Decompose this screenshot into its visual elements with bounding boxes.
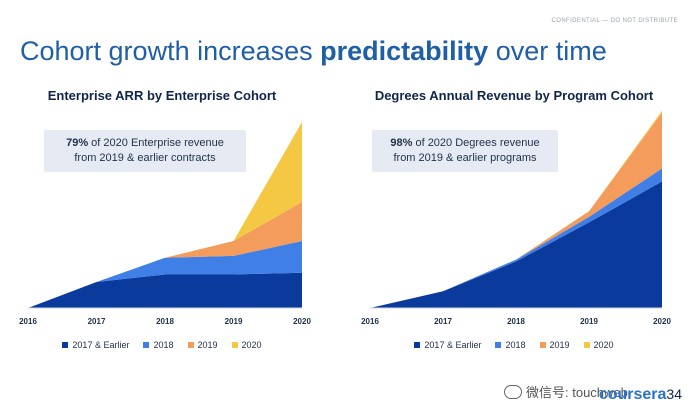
degrees-revenue-plot: 2016 2017 2018 2019 2020 [361, 110, 671, 326]
title-text-end: over time [488, 36, 607, 66]
legend-swatch [62, 342, 69, 348]
callout-text: of 2020 Degrees revenue from 2019 & earl… [393, 137, 540, 164]
legend-item: 2020 [583, 340, 614, 350]
legend-label: 2018 [505, 340, 526, 350]
x-tick-label: 2020 [293, 317, 311, 326]
x-tick-label: 2018 [156, 317, 174, 326]
legend-swatch [539, 342, 546, 348]
chart-title: Enterprise ARR by Enterprise Cohort [47, 88, 277, 103]
area-2017-earlier [370, 181, 662, 308]
confidential-label: CONFIDENTIAL — DO NOT DISTRIBUTE [551, 18, 678, 24]
legend-label: 2017 & Earlier [72, 340, 130, 350]
watermark-text: 微信号: touchweb [526, 385, 628, 400]
legend-item: 2019 [187, 340, 218, 350]
degrees-revenue-chart: Degrees Annual Revenue by Program Cohort… [358, 0, 671, 360]
legend-item: 2018 [143, 340, 174, 350]
x-tick-label: 2016 [19, 317, 37, 326]
legend-label: 2019 [197, 340, 218, 350]
x-tick-label: 2019 [225, 317, 243, 326]
x-tick-label: 2018 [507, 317, 525, 326]
enterprise-arr-chart: Enterprise ARR by Enterprise Cohort 2016… [12, 0, 312, 360]
area-2018 [28, 241, 302, 308]
legend-item: 2017 & Earlier [62, 340, 129, 350]
wechat-icon [504, 384, 522, 399]
legend-label: 2020 [593, 340, 614, 350]
legend-item: 2017 & Earlier [414, 340, 481, 350]
callout-percent: 98% [390, 137, 413, 149]
chart-callout: 79% of 2020 Enterprise revenue from 2019… [44, 130, 246, 172]
chart-legend: 2017 & Earlier 2018 2019 2020 [12, 340, 312, 350]
legend-label: 2019 [549, 340, 570, 350]
legend-swatch [414, 342, 421, 348]
x-tick-label: 2020 [653, 317, 671, 326]
page-number: 34 [666, 386, 682, 402]
legend-item: 2018 [495, 340, 526, 350]
page-title: Cohort growth increases predictability o… [20, 36, 607, 67]
title-text-start: Cohort growth increases [20, 36, 321, 66]
legend-item: 2019 [539, 340, 570, 350]
x-tick-label: 2016 [361, 317, 379, 326]
legend-swatch [187, 342, 194, 348]
x-tick-label: 2017 [434, 317, 452, 326]
callout-percent: 79% [66, 137, 89, 149]
legend-swatch [143, 342, 150, 348]
wechat-watermark: 微信号: touchweb [504, 382, 628, 401]
brand-name: coursera [598, 386, 667, 403]
chart-title: Degrees Annual Revenue by Program Cohort [374, 88, 654, 103]
legend-label: 2018 [153, 340, 174, 350]
x-tick-label: 2017 [88, 317, 106, 326]
title-emphasis: predictability [320, 36, 489, 66]
legend-swatch [583, 342, 590, 348]
area-2017-earlier [28, 272, 302, 308]
chart-legend: 2017 & Earlier 2018 2019 2020 [358, 340, 670, 350]
x-tick-label: 2019 [580, 317, 598, 326]
legend-swatch [495, 342, 502, 348]
legend-item: 2020 [231, 340, 262, 350]
legend-label: 2017 & Earlier [424, 340, 482, 350]
legend-swatch [231, 342, 238, 348]
chart-callout: 98% of 2020 Degrees revenue from 2019 & … [372, 130, 558, 172]
callout-text: of 2020 Enterprise revenue from 2019 & e… [74, 137, 224, 164]
coursera-logo: coursera34 [599, 386, 682, 404]
enterprise-arr-plot: 2016 2017 2018 2019 2020 [19, 122, 311, 326]
legend-label: 2020 [241, 340, 262, 350]
